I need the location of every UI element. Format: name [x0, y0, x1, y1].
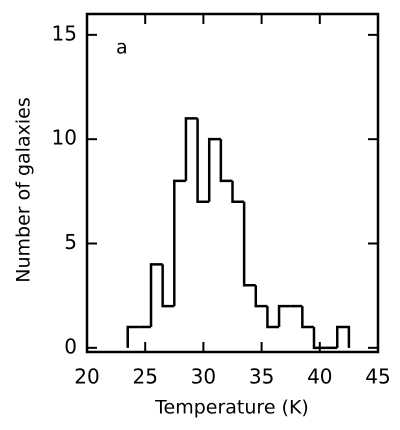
histogram-bin [161, 264, 175, 308]
y-tick-label: 5 [64, 230, 77, 254]
histogram-bin [231, 180, 245, 204]
histogram-bin [277, 304, 291, 327]
histogram-bin [312, 326, 326, 350]
histogram-bin [173, 179, 186, 307]
x-tick-label: 20 [74, 365, 99, 389]
histogram-bin [149, 263, 163, 327]
plot-frame [85, 12, 380, 354]
x-tick-label: 45 [365, 365, 390, 389]
x-axis-label: Temperature (K) [154, 397, 309, 419]
y-tick-label: 0 [64, 334, 77, 358]
annotation: a [116, 37, 128, 59]
histogram-bin [196, 118, 210, 204]
x-tick-label: 25 [132, 365, 157, 389]
x-tick-label: 30 [191, 365, 216, 389]
y-tick-label: 15 [52, 21, 77, 45]
histogram-bin [254, 285, 268, 308]
x-tick-label: 40 [307, 365, 332, 389]
histogram-bin [126, 325, 140, 348]
histogram-bin [207, 137, 221, 202]
histogram-bin [219, 139, 233, 183]
y-axis-label: Number of galaxies [13, 97, 35, 282]
histogram-bin [242, 201, 256, 287]
x-tick-label: 35 [249, 365, 274, 389]
histogram-bin [266, 306, 280, 329]
histogram-bin [336, 325, 351, 348]
y-tick-label: 10 [52, 126, 77, 150]
histogram-bin [301, 306, 314, 329]
histogram-bin [184, 117, 198, 181]
